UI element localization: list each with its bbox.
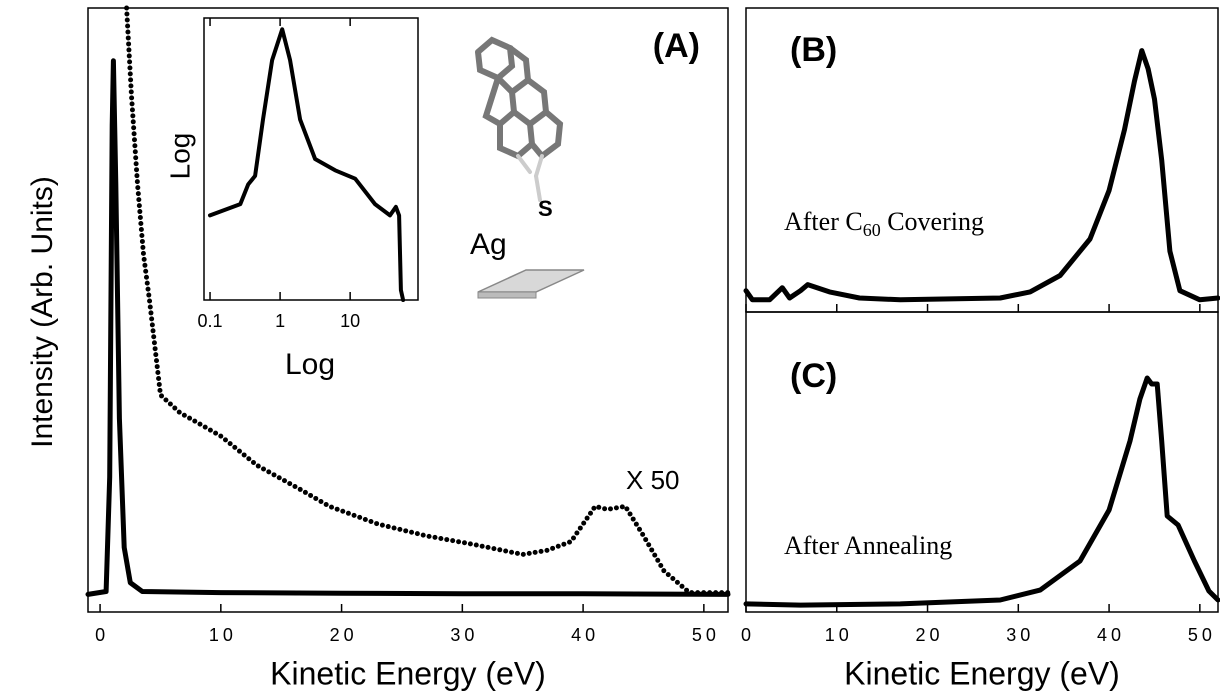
x-tick-label: 0.1 — [198, 311, 223, 331]
annotation: After C60 Covering — [784, 207, 984, 240]
plot-frame — [88, 8, 728, 612]
annotation-part: Covering — [881, 207, 984, 236]
panel-label: (A) — [653, 27, 700, 65]
x-tick-label: 40 — [1097, 625, 1125, 645]
x-tick-label: 20 — [330, 625, 358, 645]
annotation: After Annealing — [784, 531, 952, 560]
x-tick-label: 0 — [95, 625, 109, 645]
annotation: X 50 — [626, 465, 680, 495]
x-tick-label: 20 — [916, 625, 944, 645]
inset-y-label: Log — [164, 133, 195, 180]
x-tick-label: 0 — [741, 625, 755, 645]
line — [210, 29, 403, 300]
annotation-part: After C — [784, 207, 863, 236]
x-tick-label: 1 — [275, 311, 285, 331]
line — [746, 51, 1218, 300]
y-axis-label: Intensity (Arb. Units) — [26, 176, 59, 448]
figure: (A) X 50 Ag S Kinetic Energy (eV) Intens… — [0, 0, 1220, 698]
annotation: Ag — [470, 228, 507, 261]
x-axis-label: Kinetic Energy (eV) — [270, 655, 546, 691]
annotation-subscript: 60 — [863, 220, 881, 240]
x-tick-label: 10 — [825, 625, 853, 645]
x-tick-label: 50 — [1188, 625, 1216, 645]
line — [746, 378, 1218, 605]
panel-label: (C) — [790, 357, 837, 395]
x-tick-label: 30 — [1006, 625, 1034, 645]
x-tick-label: 50 — [692, 625, 720, 645]
panel-label: (B) — [790, 31, 837, 69]
x-tick-label: 40 — [571, 625, 599, 645]
x-axis-label: Kinetic Energy (eV) — [844, 655, 1120, 691]
inset-x-label: Log — [285, 348, 335, 381]
x-tick-label: 10 — [209, 625, 237, 645]
annotation: S — [538, 196, 553, 221]
plot-frame — [204, 18, 418, 300]
x-tick-label: 30 — [450, 625, 478, 645]
x-tick-label: 10 — [340, 311, 360, 331]
